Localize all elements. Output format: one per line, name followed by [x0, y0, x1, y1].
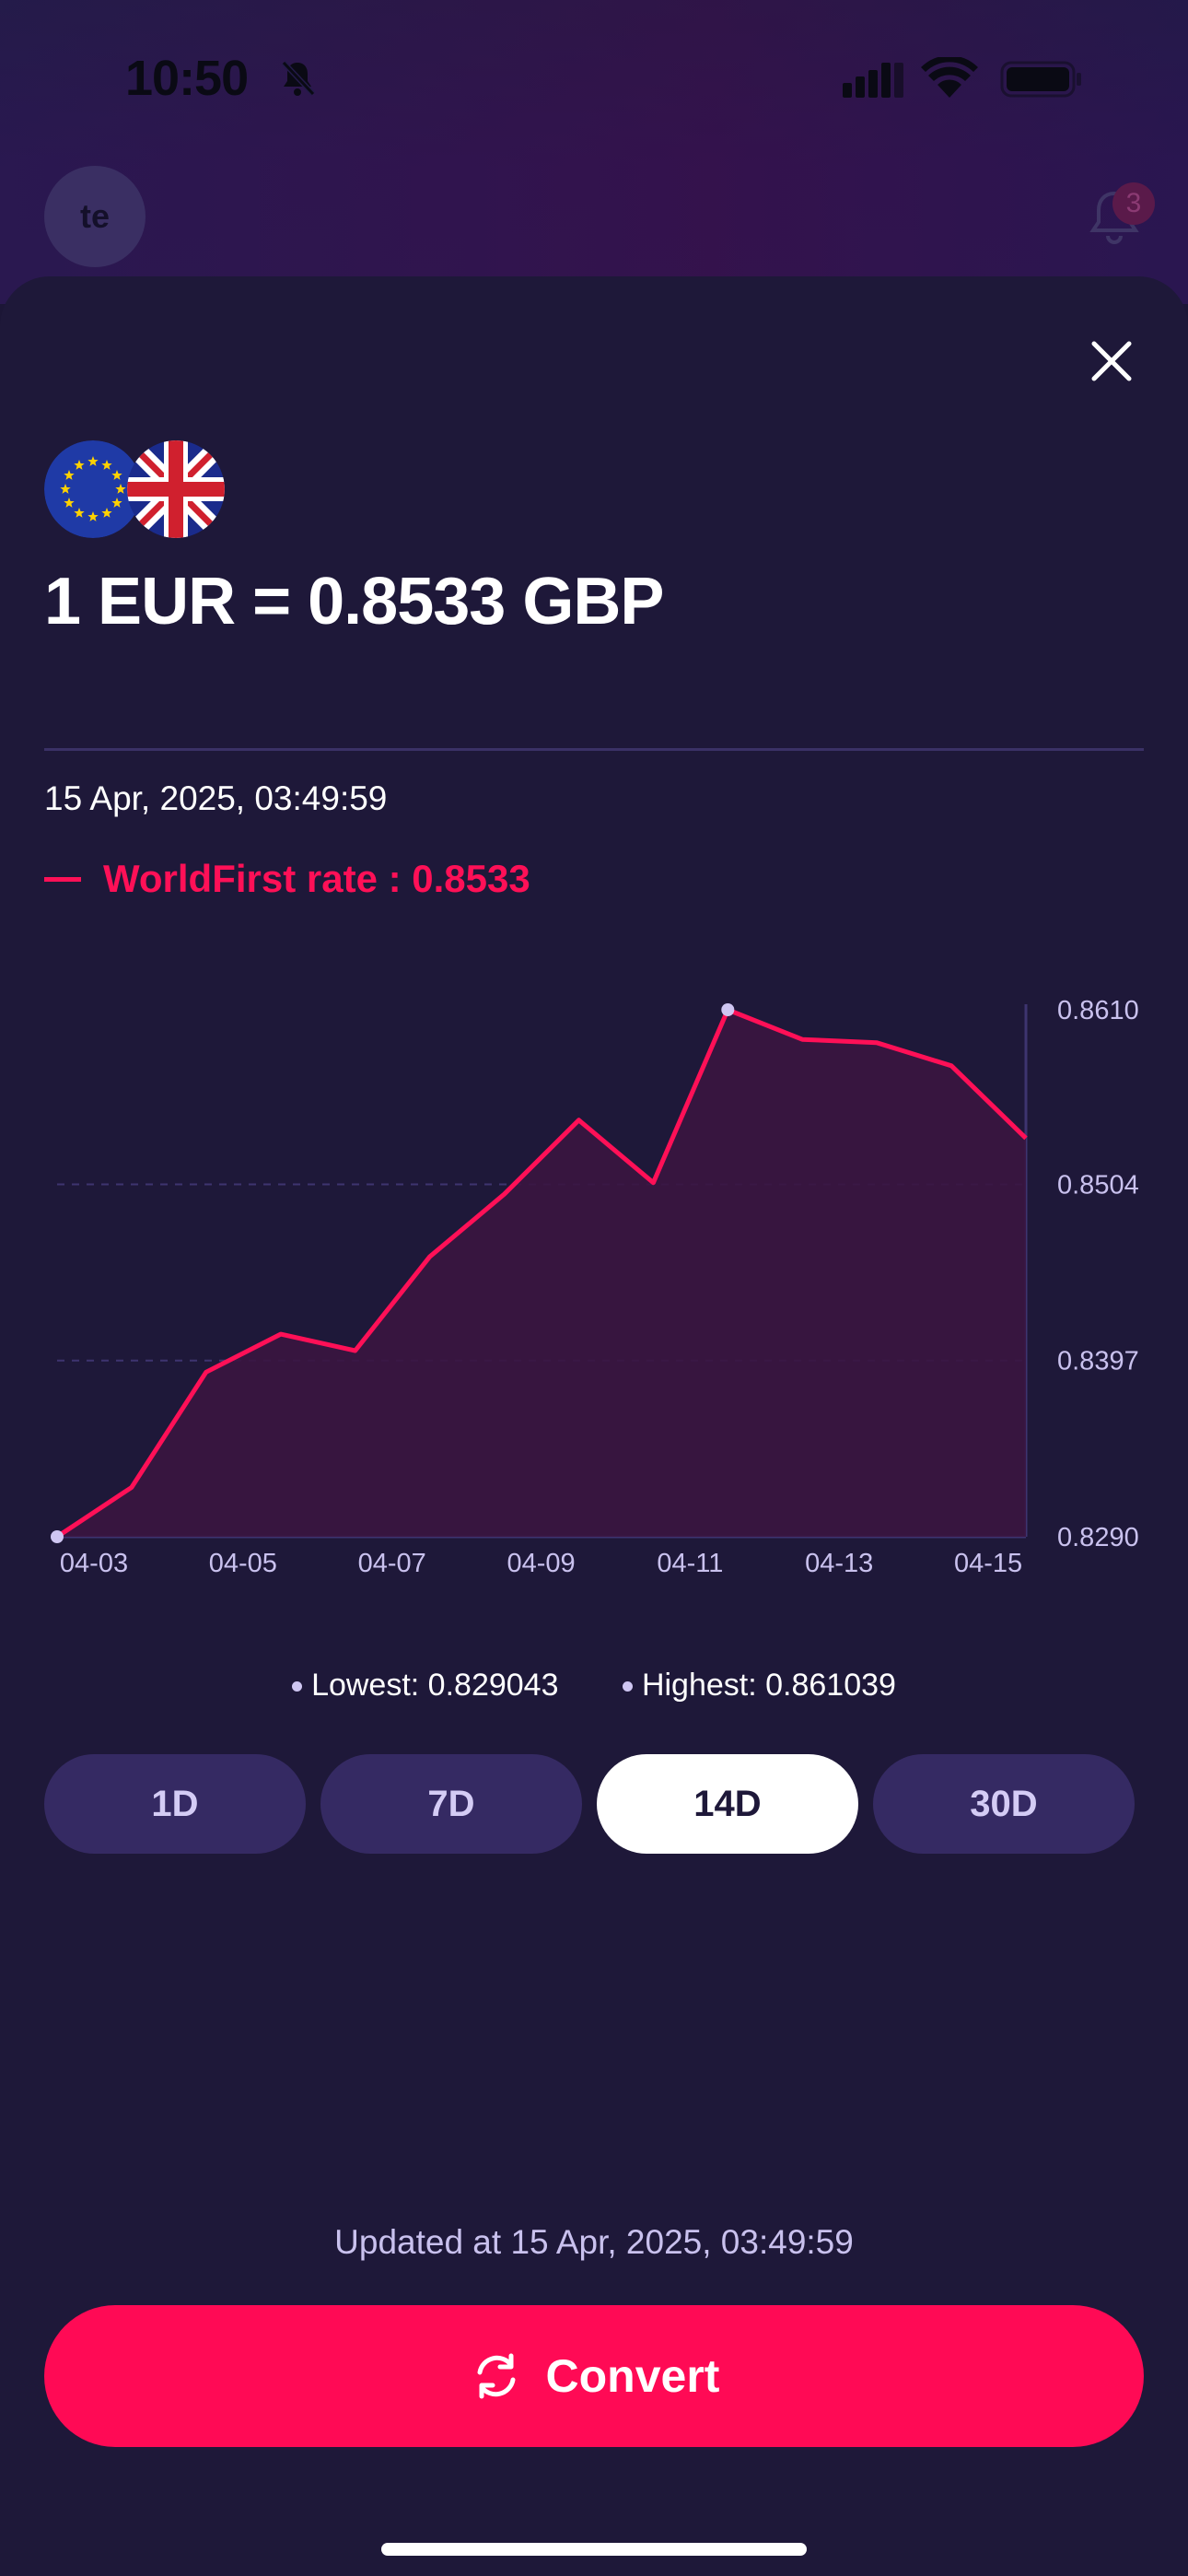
x-tick-label: 04-11: [657, 1549, 723, 1578]
lowest-point: [51, 1530, 64, 1543]
status-bar: 10:50: [0, 0, 1188, 157]
x-tick-label: 04-13: [805, 1549, 873, 1578]
x-tick-label: 04-03: [60, 1549, 128, 1578]
range-30d-button[interactable]: 30D: [873, 1754, 1135, 1854]
highest-rate: Highest: 0.861039: [641, 1667, 896, 1703]
rate-timestamp: 15 Apr, 2025, 03:49:59: [44, 779, 388, 817]
exchange-rate-title: 1 EUR = 0.8533 GBP: [44, 565, 664, 638]
avatar[interactable]: te: [44, 166, 146, 267]
refresh-icon: [477, 2353, 516, 2399]
uk-flag-icon: [127, 440, 225, 538]
range-1d-button[interactable]: 1D: [44, 1754, 306, 1854]
legend-line-swatch: [44, 876, 81, 882]
wifi-icon: [921, 57, 978, 98]
lowest-marker-icon: [292, 1681, 303, 1692]
cellular-signal-icon: [843, 63, 903, 98]
x-tick-label: 04-05: [209, 1549, 277, 1578]
y-tick-label: 0.8504: [1057, 1170, 1139, 1200]
notification-badge: 3: [1112, 182, 1155, 225]
y-tick-label: 0.8290: [1057, 1523, 1139, 1552]
series-line: [55, 1007, 1028, 1540]
updated-at: Updated at 15 Apr, 2025, 03:49:59: [334, 2223, 854, 2261]
home-indicator: [381, 2543, 807, 2556]
legend-label: WorldFirst rate : 0.8533: [103, 857, 530, 900]
range-7d-button[interactable]: 7D: [320, 1754, 582, 1854]
y-tick-label: 0.8610: [1057, 996, 1139, 1025]
eu-flag-icon: [44, 440, 142, 538]
area-fill: [57, 1010, 1026, 1537]
battery-icon: [1000, 61, 1081, 98]
y-tick-label: 0.8397: [1057, 1347, 1139, 1376]
highest-point: [721, 1003, 735, 1016]
bell-muted-icon: [281, 60, 316, 97]
chart-legend: WorldFirst rate : 0.8533: [44, 857, 530, 901]
divider: [44, 748, 1144, 751]
lowest-rate: Lowest: 0.829043: [311, 1667, 559, 1703]
rate-stats: Lowest: 0.829043 Highest: 0.861039: [0, 1666, 1188, 1704]
close-icon[interactable]: [1087, 336, 1136, 386]
status-time: 10:50: [125, 51, 249, 106]
range-selector: 1D 7D 14D 30D: [44, 1754, 1146, 1854]
highest-marker-icon: [622, 1681, 633, 1692]
range-14d-button[interactable]: 14D: [597, 1754, 858, 1854]
top-background: [0, 0, 1188, 304]
convert-button[interactable]: Convert: [44, 2305, 1144, 2447]
x-tick-label: 04-07: [358, 1549, 426, 1578]
x-tick-label: 04-15: [954, 1549, 1022, 1578]
rate-chart[interactable]: 0.8610 0.8504 0.8397 0.8290 04-03 04-05 04-07 0…: [0, 958, 1188, 1603]
x-tick-label: 04-09: [507, 1549, 575, 1578]
convert-label: Convert: [545, 2350, 720, 2402]
